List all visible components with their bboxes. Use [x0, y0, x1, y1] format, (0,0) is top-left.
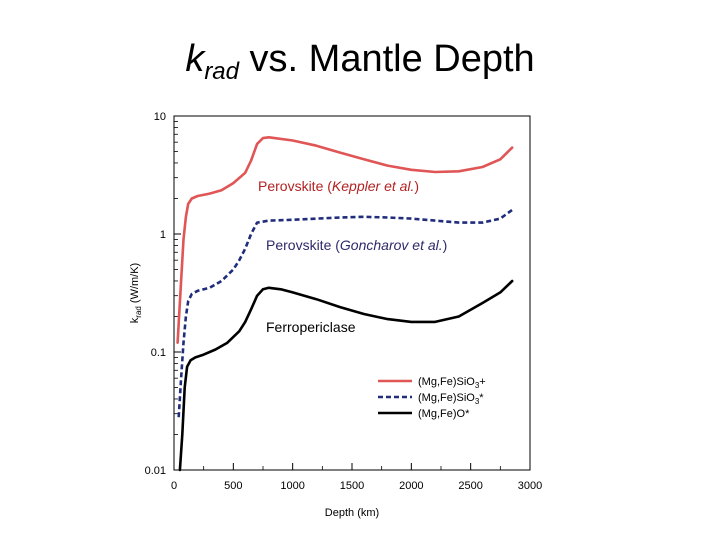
series-line-0	[176, 136, 514, 344]
legend-label-0: (Mg,Fe)SiO3+	[418, 376, 486, 390]
x-axis-label: Depth (km)	[325, 507, 379, 519]
y-axis-label: krad (W/m/K)	[129, 263, 143, 323]
legend-label-1: (Mg,Fe)SiO3*	[418, 392, 484, 406]
series-line-1	[177, 208, 513, 418]
annotation-perovskite-keppler: Perovskite (Keppler et al.)	[258, 178, 419, 194]
title-k: k	[185, 38, 205, 80]
x-tick-label: 3000	[518, 480, 542, 492]
y-tick-label: 10	[154, 111, 166, 123]
annotation-ferropericlase: Ferropericlase	[266, 319, 356, 335]
y-tick-label: 0.01	[145, 465, 166, 477]
annotation-perovskite-goncharov: Perovskite (Goncharov et al.)	[266, 237, 447, 253]
y-tick-label: 1	[160, 229, 166, 241]
x-tick-label: 1500	[340, 480, 364, 492]
x-tick-label: 2500	[458, 480, 482, 492]
series-line-2	[178, 279, 514, 472]
title-subscript: rad	[204, 58, 239, 85]
x-tick-label: 2000	[399, 480, 423, 492]
y-tick-label: 0.1	[151, 347, 166, 359]
x-tick-label: 500	[224, 480, 242, 492]
x-tick-label: 1000	[280, 480, 304, 492]
x-tick-label: 0	[171, 480, 177, 492]
slide-title: krad vs. Mantle Depth	[0, 38, 720, 86]
title-rest: vs. Mantle Depth	[239, 38, 535, 80]
legend-label-2: (Mg,Fe)O*	[418, 408, 470, 420]
